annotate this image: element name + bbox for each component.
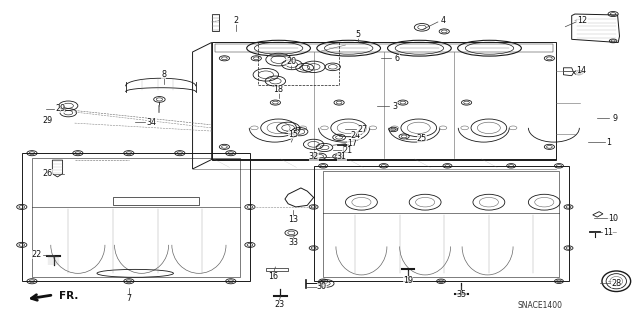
Text: 3: 3 [393, 102, 397, 111]
Text: 9: 9 [612, 114, 618, 123]
Text: 19: 19 [403, 276, 413, 285]
Text: 13: 13 [288, 215, 298, 224]
Text: 8: 8 [161, 70, 166, 78]
Text: 1: 1 [606, 137, 611, 147]
Text: 22: 22 [31, 250, 42, 259]
Text: 15: 15 [288, 130, 298, 139]
Text: 30: 30 [317, 282, 327, 291]
Text: 12: 12 [577, 16, 588, 25]
Text: 14: 14 [576, 66, 586, 76]
Text: 10: 10 [608, 213, 618, 222]
Text: 31: 31 [337, 152, 347, 161]
Text: 16: 16 [269, 272, 278, 281]
Text: 27: 27 [357, 125, 367, 134]
Text: 7: 7 [126, 293, 131, 302]
Text: 25: 25 [417, 134, 427, 144]
Text: 29: 29 [55, 104, 65, 113]
Text: 20: 20 [286, 57, 296, 66]
Text: 21: 21 [342, 145, 353, 154]
Text: 5: 5 [356, 30, 361, 39]
Text: SNACE1400: SNACE1400 [518, 301, 563, 310]
Text: 11: 11 [603, 228, 613, 237]
Text: 17: 17 [347, 139, 357, 148]
Text: 28: 28 [611, 279, 621, 288]
Text: 26: 26 [43, 169, 53, 178]
Text: 18: 18 [273, 85, 284, 94]
Text: 6: 6 [395, 54, 399, 63]
Text: 32: 32 [308, 152, 319, 161]
Text: 23: 23 [274, 300, 284, 309]
Text: 34: 34 [147, 118, 157, 127]
Text: 29: 29 [43, 116, 53, 125]
Text: 24: 24 [351, 131, 361, 140]
Text: 35: 35 [456, 290, 467, 299]
Text: 4: 4 [441, 16, 446, 25]
Text: FR.: FR. [59, 291, 78, 301]
Text: 2: 2 [234, 16, 239, 25]
Text: 33: 33 [288, 238, 298, 247]
